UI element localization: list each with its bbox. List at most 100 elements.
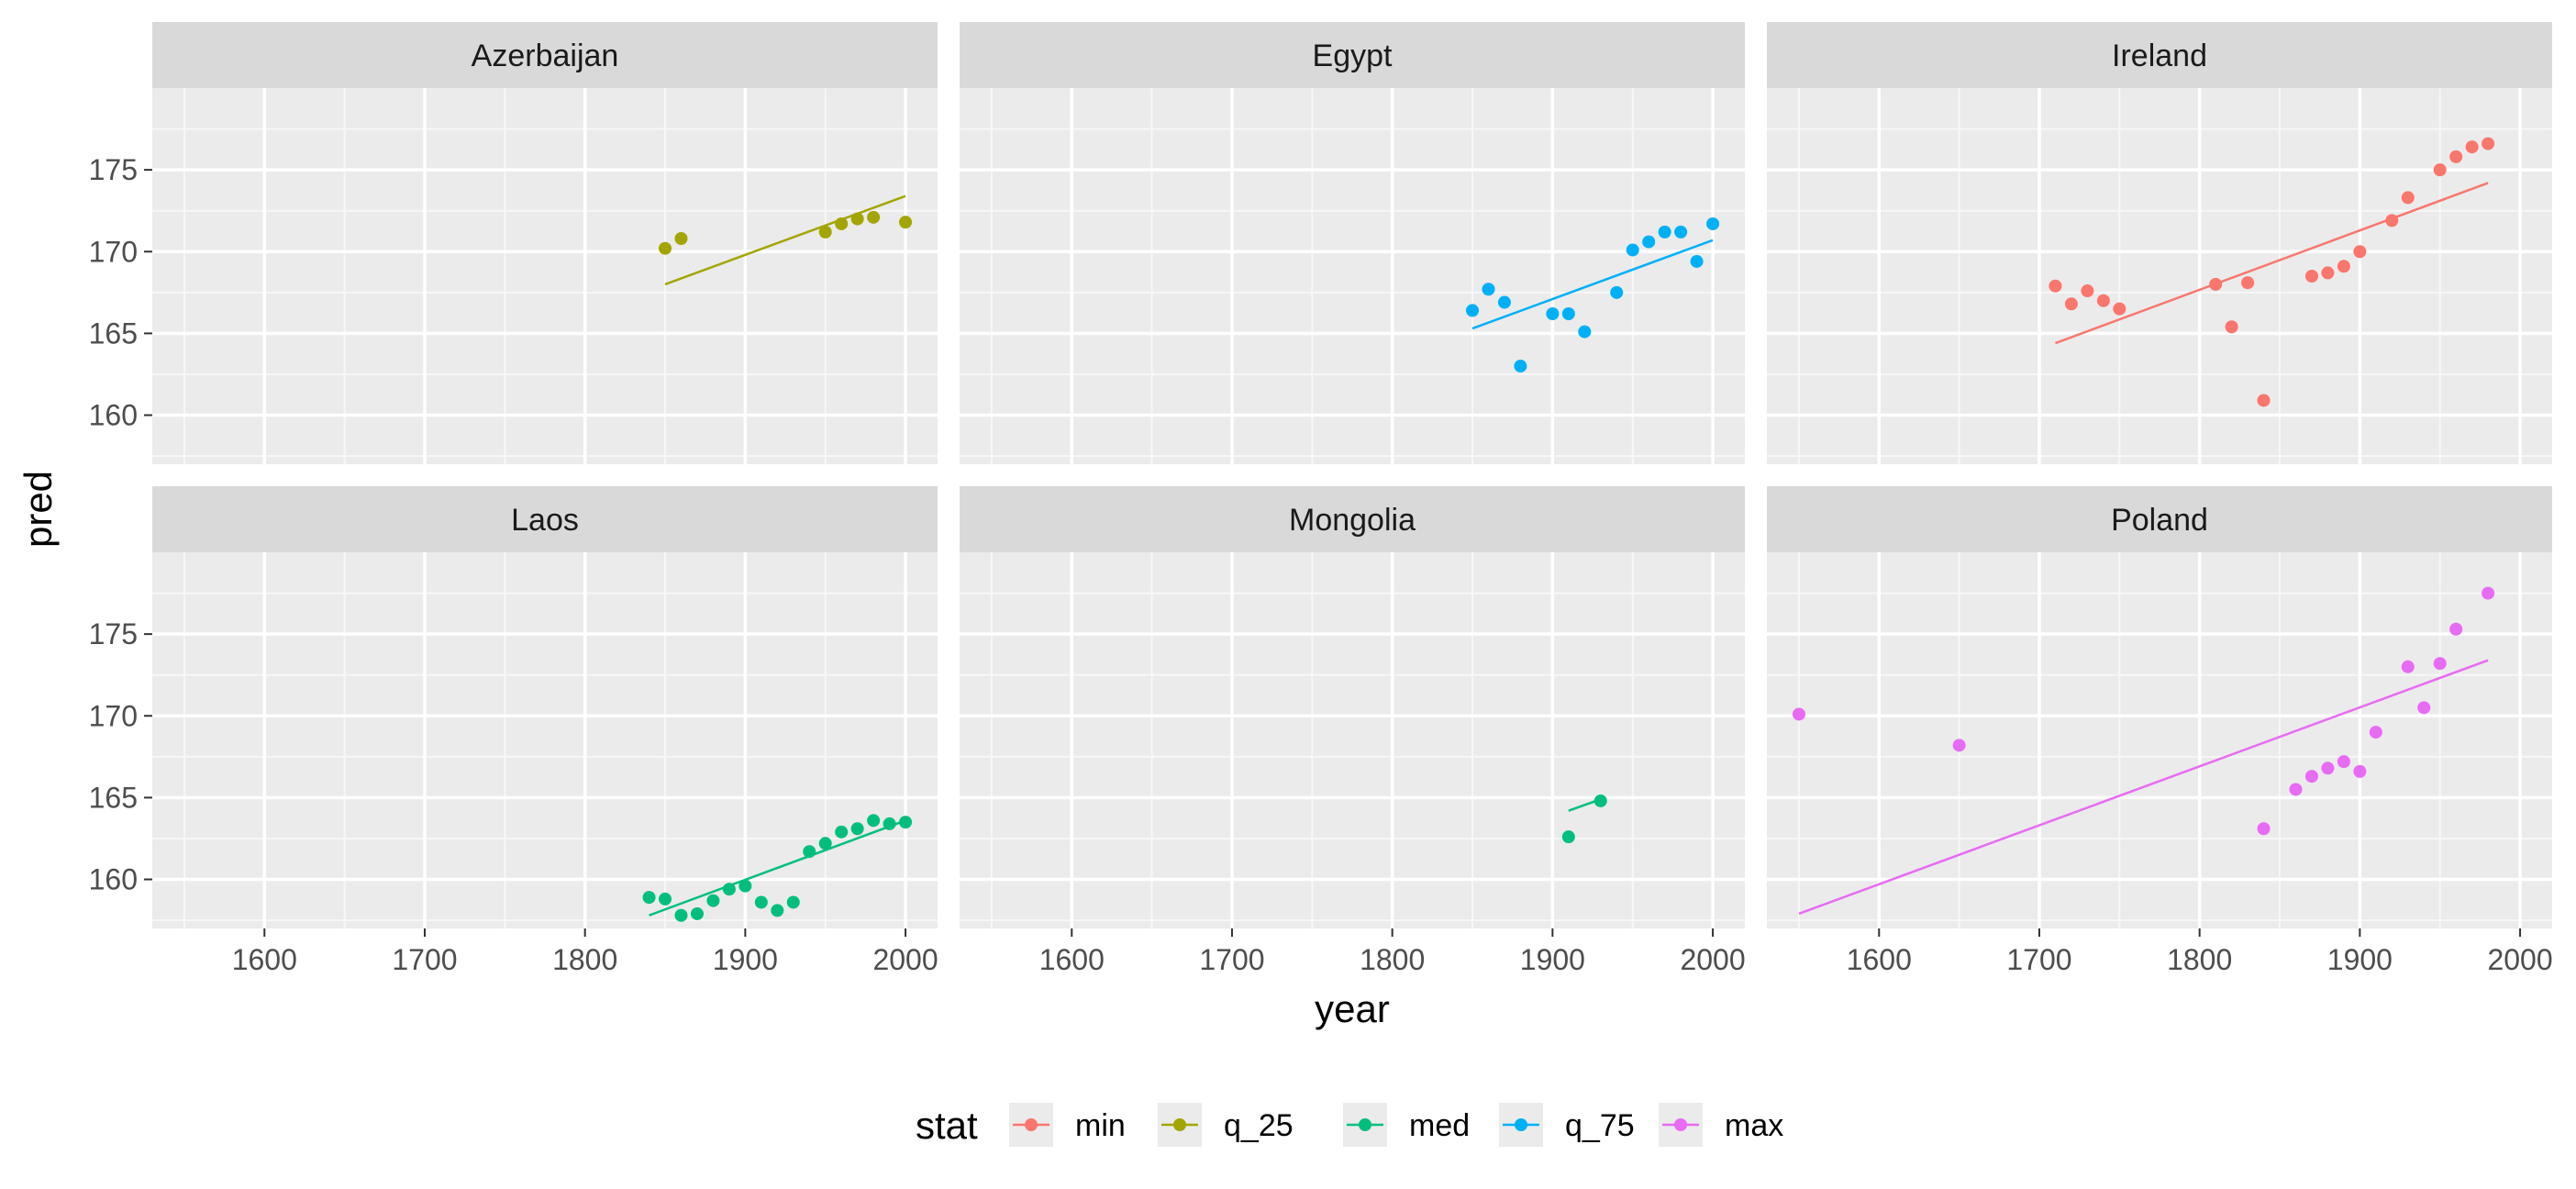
fit-line — [1798, 659, 2489, 916]
data-point — [2049, 279, 2062, 293]
data-point — [722, 883, 736, 896]
data-point — [899, 816, 913, 829]
data-point — [659, 892, 672, 906]
y-tick-label: 165 — [89, 781, 138, 814]
data-point — [1626, 243, 1639, 257]
legend-label: q_75 — [1565, 1108, 1635, 1143]
data-point — [2257, 394, 2271, 407]
data-point — [706, 894, 720, 907]
data-point — [2433, 657, 2447, 671]
data-point — [1466, 304, 1480, 317]
legend-key-point — [1674, 1118, 1687, 1131]
data-point — [674, 908, 688, 922]
data-point — [2321, 266, 2335, 280]
data-point — [2449, 150, 2463, 163]
panel-azerbaijan: Azerbaijan 160 165 170 175 — [89, 22, 938, 464]
facet-strip-label: Egypt — [1313, 39, 1393, 73]
facet-strip — [960, 22, 1745, 88]
legend-key-point — [1025, 1118, 1038, 1131]
data-point — [2241, 276, 2255, 290]
y-tick-label: 165 — [89, 317, 138, 350]
data-point — [2257, 822, 2271, 836]
fit-line — [664, 194, 906, 286]
x-tick-label: 1600 — [1847, 943, 1912, 976]
panel-ireland: Ireland — [1767, 22, 2552, 464]
data-point — [1690, 254, 1704, 268]
x-tick-label: 1800 — [2167, 943, 2232, 976]
legend-label: min — [1075, 1108, 1126, 1143]
data-point — [1674, 225, 1688, 239]
data-point — [2353, 245, 2367, 259]
data-point — [2225, 320, 2238, 334]
fit-line — [2055, 182, 2489, 345]
data-point — [2337, 755, 2350, 769]
panel-background — [960, 552, 1745, 928]
panel-egypt: Egypt — [960, 22, 1745, 464]
data-point — [2385, 214, 2399, 228]
data-point — [2113, 302, 2126, 316]
facet-strip-label: Azerbaijan — [472, 39, 619, 73]
facet-strip-label: Ireland — [2112, 39, 2207, 73]
y-tick-label: 170 — [89, 699, 138, 732]
data-point — [2353, 764, 2367, 778]
data-point — [2369, 726, 2382, 739]
data-point — [867, 210, 881, 224]
panel-mongolia: Mongolia 1600 1700 1800 1900 2000 — [960, 486, 1746, 976]
data-point — [2465, 140, 2479, 154]
data-point — [2081, 284, 2094, 298]
legend-key-point — [1515, 1118, 1527, 1131]
data-point — [1578, 325, 1592, 339]
legend-label: med — [1409, 1108, 1470, 1143]
x-tick-label: 2000 — [1680, 943, 1745, 976]
data-point — [1658, 225, 1671, 239]
y-tick-label: 175 — [89, 617, 138, 650]
legend-key-point — [1173, 1118, 1186, 1131]
data-point — [690, 906, 704, 920]
fit-line — [1471, 239, 1714, 330]
x-tick-label: 2000 — [872, 943, 938, 976]
data-point — [883, 817, 896, 830]
data-point — [867, 814, 881, 828]
legend-key-point — [1359, 1118, 1371, 1131]
data-point — [1482, 283, 1495, 296]
data-point — [2337, 260, 2350, 273]
x-tick-label: 1900 — [1520, 943, 1585, 976]
legend-item-min: min — [1009, 1103, 1126, 1147]
x-tick-label: 1700 — [392, 943, 457, 976]
legend-title: stat — [916, 1104, 978, 1147]
data-point — [659, 241, 672, 255]
x-tick-label: 1900 — [2327, 943, 2393, 976]
panel-background — [1767, 552, 2552, 928]
data-point — [1593, 794, 1607, 807]
legend-item-med: med — [1343, 1103, 1470, 1147]
data-point — [2304, 770, 2318, 783]
y-tick-label: 170 — [89, 235, 138, 268]
data-point — [771, 904, 784, 917]
data-point — [1561, 307, 1575, 320]
data-point — [2096, 294, 2110, 307]
data-point — [2209, 277, 2223, 291]
data-point — [2433, 163, 2447, 177]
data-point — [1561, 830, 1575, 844]
data-point — [1610, 285, 1624, 299]
legend-label: q_25 — [1224, 1108, 1294, 1143]
x-tick-label: 1800 — [552, 943, 617, 976]
data-point — [2482, 586, 2495, 600]
data-point — [2482, 137, 2495, 150]
data-point — [818, 837, 832, 850]
x-tick-label: 1700 — [1199, 943, 1264, 976]
data-point — [674, 232, 688, 245]
data-point — [2304, 270, 2318, 283]
data-point — [2064, 297, 2078, 311]
data-point — [1642, 235, 1656, 249]
fit-line — [649, 819, 906, 917]
y-tick-label: 175 — [89, 153, 138, 186]
x-tick-label: 1600 — [1039, 943, 1105, 976]
data-point — [1706, 217, 1720, 230]
panel-laos: Laos 160 165 170 175 1600 1700 1800 1900 2000 — [89, 486, 938, 976]
x-tick-label: 1700 — [2006, 943, 2071, 976]
data-point — [754, 895, 768, 909]
legend-item-max: max — [1659, 1103, 1783, 1147]
panel-background — [960, 88, 1745, 464]
